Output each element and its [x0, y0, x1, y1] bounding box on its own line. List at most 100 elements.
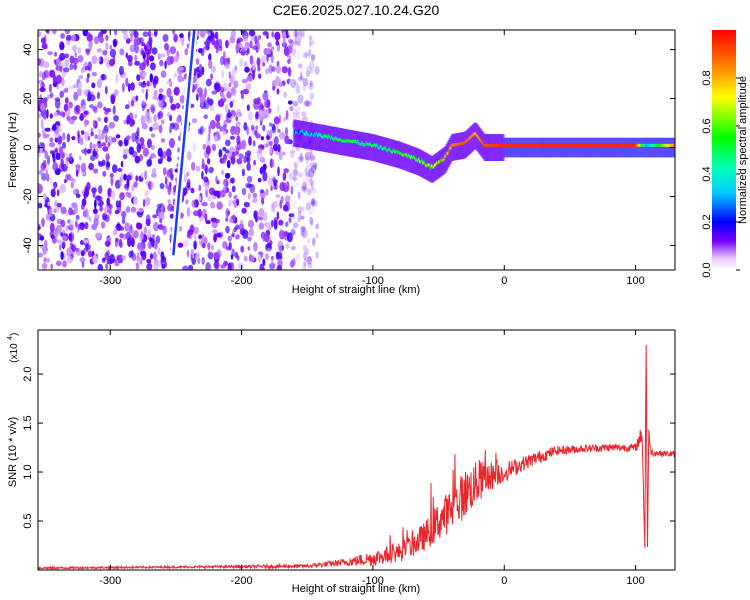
snr-multiplier-close: )	[9, 333, 20, 336]
noise-cell	[123, 173, 127, 181]
noise-cell	[140, 115, 146, 125]
noise-cell	[73, 44, 77, 53]
snr-frame	[37, 329, 676, 571]
x-tick-label: 0	[501, 575, 507, 587]
noise-cell	[173, 55, 179, 63]
noise-cell	[49, 137, 54, 143]
noise-cell	[186, 171, 190, 177]
noise-cell	[285, 221, 289, 227]
noise-cell	[292, 100, 299, 107]
noise-cell	[278, 230, 286, 240]
noise-cell	[55, 74, 63, 85]
noise-cell	[191, 118, 198, 124]
noise-cell	[130, 32, 133, 42]
noise-cell	[120, 160, 124, 168]
noise-cell	[47, 201, 50, 207]
noise-cell	[102, 170, 107, 177]
noise-cell	[186, 207, 191, 217]
noise-cell	[252, 70, 255, 80]
noise-cell	[41, 42, 48, 50]
noise-cell	[229, 76, 234, 84]
noise-cell	[302, 261, 307, 270]
noise-cell	[280, 195, 284, 203]
noise-cell	[101, 73, 105, 81]
noise-cell	[277, 104, 280, 114]
noise-cell	[54, 51, 58, 57]
colorbar-gradient	[712, 30, 736, 270]
noise-cell	[307, 255, 312, 263]
noise-cell	[303, 101, 310, 107]
noise-cell	[258, 208, 265, 217]
noise-cell	[94, 195, 101, 201]
noise-cell	[240, 139, 247, 150]
noise-cell	[142, 70, 147, 78]
noise-cell	[298, 156, 305, 161]
noise-cell	[285, 110, 289, 120]
noise-cell	[160, 138, 165, 143]
noise-cell	[107, 187, 112, 198]
noise-cell	[128, 227, 132, 234]
noise-cell	[210, 201, 216, 209]
noise-cell	[221, 70, 224, 79]
noise-cell	[135, 135, 139, 145]
noise-cell	[142, 198, 146, 208]
noise-cell	[146, 259, 152, 264]
noise-cell	[40, 162, 47, 171]
noise-cell	[198, 184, 202, 192]
noise-cell	[97, 263, 103, 270]
noise-cell	[235, 234, 240, 240]
noise-cell	[292, 222, 299, 229]
noise-cell	[251, 197, 258, 203]
noise-cell	[65, 158, 69, 167]
noise-cell	[68, 85, 74, 90]
noise-cell	[50, 188, 56, 198]
noise-cell	[218, 38, 223, 49]
noise-cell	[66, 224, 69, 232]
noise-cell	[270, 219, 274, 228]
noise-cell	[84, 243, 91, 251]
noise-cell	[93, 143, 96, 150]
noise-cell	[109, 253, 115, 264]
y-tick-label: -20	[22, 189, 34, 205]
noise-cell	[300, 33, 305, 38]
colorbar-tick-label: 0.6	[701, 118, 713, 133]
noise-cell	[276, 88, 280, 95]
noise-cell	[77, 87, 82, 97]
noise-cell	[61, 241, 66, 248]
noise-cell	[161, 263, 166, 269]
noise-cell	[118, 238, 123, 247]
noise-cell	[211, 37, 215, 46]
noise-cell	[38, 169, 44, 176]
noise-cell	[105, 42, 109, 51]
noise-cell	[295, 84, 301, 95]
noise-cell	[238, 223, 245, 231]
noise-cell	[134, 113, 138, 119]
noise-cell	[159, 59, 164, 67]
noise-cell	[121, 255, 127, 261]
noise-cell	[38, 58, 42, 66]
noise-cell	[240, 90, 243, 95]
noise-cell	[294, 33, 298, 44]
noise-cell	[147, 181, 151, 190]
noise-cell	[201, 30, 207, 34]
noise-cell	[150, 133, 156, 138]
noise-cell	[241, 168, 245, 177]
noise-cell	[252, 192, 258, 199]
noise-cell	[251, 255, 255, 262]
noise-cell	[233, 194, 238, 200]
noise-cell	[210, 66, 217, 73]
noise-cell	[242, 88, 249, 95]
noise-cell	[238, 262, 244, 270]
noise-cell	[225, 225, 230, 234]
noise-cell	[227, 235, 232, 242]
noise-cell	[195, 165, 201, 172]
noise-cell	[38, 112, 41, 119]
noise-cell	[49, 113, 53, 119]
noise-cell	[42, 246, 47, 256]
noise-cell	[298, 215, 305, 220]
noise-cell	[127, 59, 133, 67]
noise-cell	[288, 172, 294, 181]
noise-cell	[209, 119, 216, 130]
noise-cell	[134, 155, 141, 164]
noise-cell	[97, 128, 102, 135]
